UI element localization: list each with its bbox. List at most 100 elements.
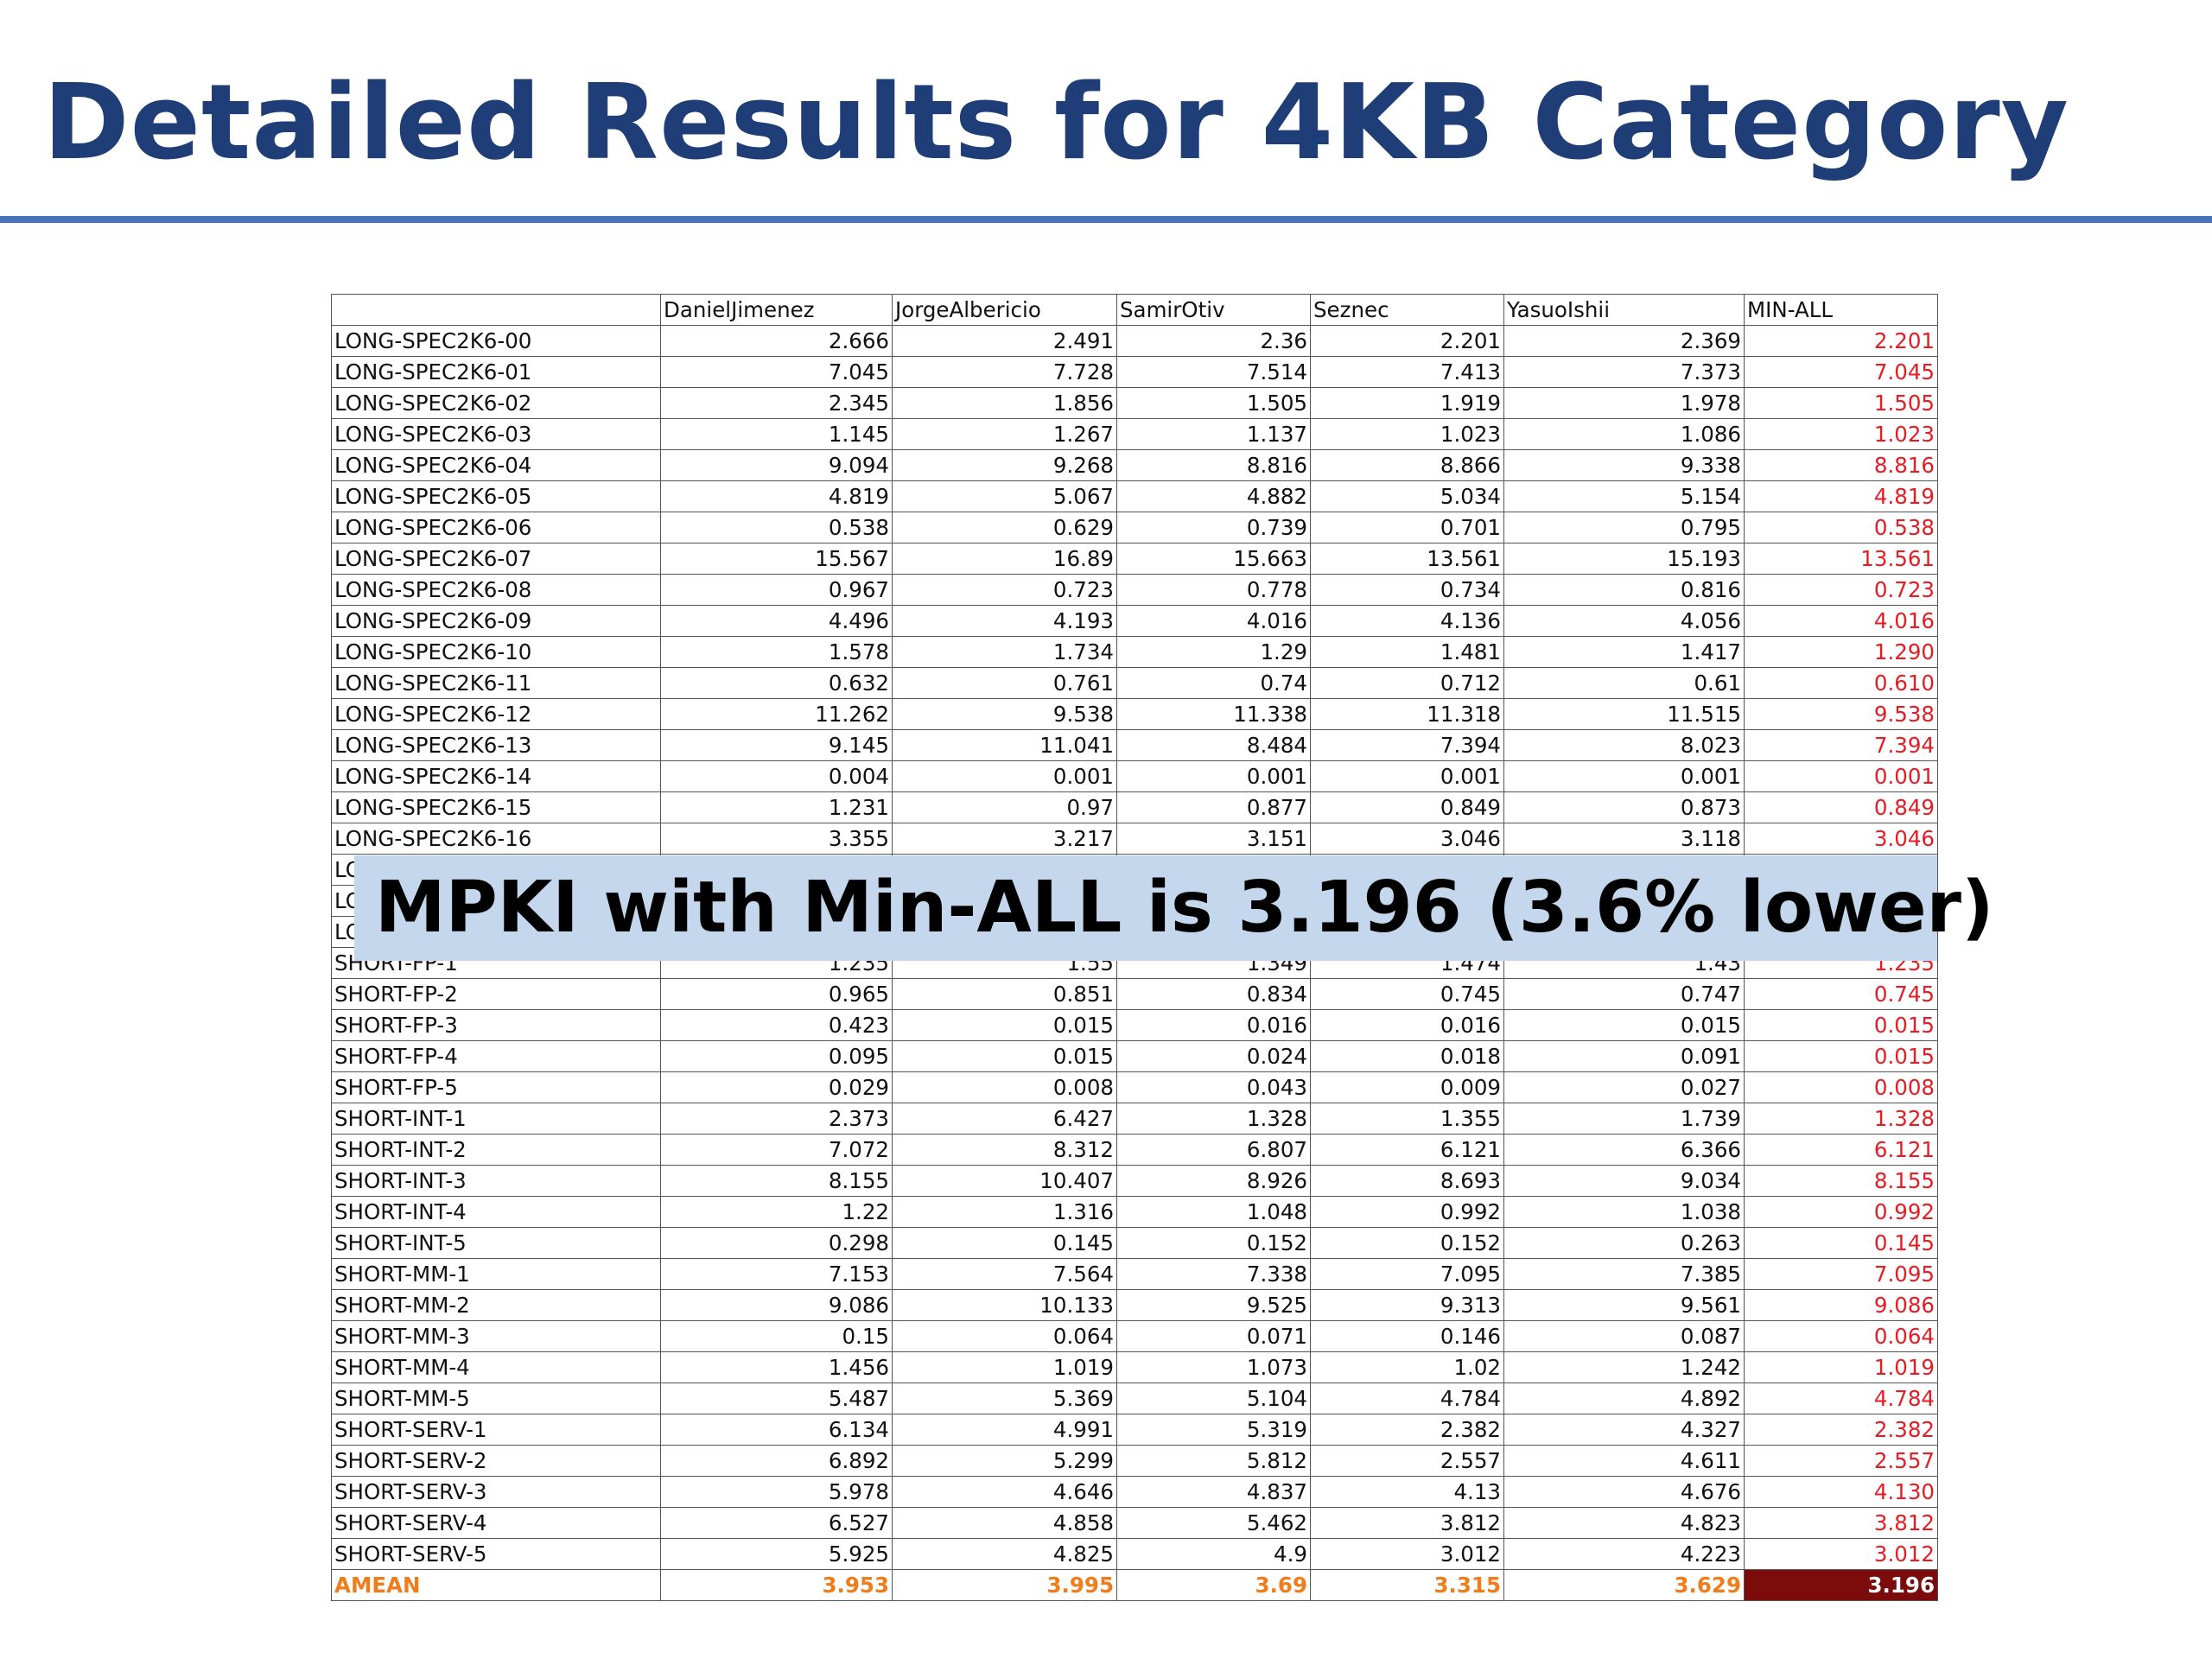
value-cell: 1.145 bbox=[660, 418, 893, 450]
amean-value: 3.953 bbox=[660, 1569, 893, 1601]
table-row: LONG-SPEC2K6-07 15.567 16.89 15.663 13.561 15… bbox=[331, 543, 1938, 575]
table-row: SHORT-INT-2 7.072 8.312 6.807 6.121 6.366 6.12… bbox=[331, 1134, 1938, 1166]
value-cell: 0.009 bbox=[1310, 1071, 1504, 1103]
benchmark-label: SHORT-SERV-3 bbox=[331, 1476, 661, 1508]
benchmark-label: LONG-SPEC2K6-02 bbox=[331, 387, 661, 419]
value-cell: 8.816 bbox=[1116, 449, 1311, 481]
value-cell: 4.9 bbox=[1116, 1538, 1311, 1570]
value-cell: 0.298 bbox=[660, 1227, 893, 1259]
value-cell: 5.462 bbox=[1116, 1507, 1311, 1539]
value-cell: 0.016 bbox=[1116, 1009, 1311, 1041]
benchmark-label: LONG-SPEC2K6-16 bbox=[331, 823, 661, 855]
value-cell: 0.027 bbox=[1503, 1071, 1745, 1103]
value-cell: 0.015 bbox=[892, 1040, 1117, 1072]
value-cell: 1.048 bbox=[1116, 1196, 1311, 1228]
table-body: LONG-SPEC2K6-00 2.666 2.491 2.36 2.201 2.369 2… bbox=[331, 325, 1938, 1570]
value-cell: 0.015 bbox=[892, 1009, 1117, 1041]
title-divider bbox=[0, 216, 2212, 223]
min-all-cell: 0.992 bbox=[1744, 1196, 1938, 1228]
min-all-cell: 4.784 bbox=[1744, 1382, 1938, 1414]
benchmark-label: LONG-SPEC2K6-03 bbox=[331, 418, 661, 450]
value-cell: 11.515 bbox=[1503, 698, 1745, 730]
value-cell: 0.712 bbox=[1310, 667, 1504, 699]
value-cell: 4.327 bbox=[1503, 1414, 1745, 1446]
value-cell: 0.152 bbox=[1116, 1227, 1311, 1259]
value-cell: 7.095 bbox=[1310, 1258, 1504, 1290]
min-all-cell: 3.046 bbox=[1744, 823, 1938, 855]
header-cell-seznec: Seznec bbox=[1310, 294, 1504, 326]
min-all-cell: 8.155 bbox=[1744, 1165, 1938, 1197]
value-cell: 5.369 bbox=[892, 1382, 1117, 1414]
value-cell: 5.319 bbox=[1116, 1414, 1311, 1446]
value-cell: 3.217 bbox=[892, 823, 1117, 855]
value-cell: 15.193 bbox=[1503, 543, 1745, 575]
min-all-cell: 1.019 bbox=[1744, 1351, 1938, 1383]
value-cell: 2.345 bbox=[660, 387, 893, 419]
value-cell: 5.299 bbox=[892, 1445, 1117, 1477]
value-cell: 0.087 bbox=[1503, 1320, 1745, 1352]
header-cell-yasuoishii: YasuoIshii bbox=[1503, 294, 1745, 326]
value-cell: 3.151 bbox=[1116, 823, 1311, 855]
value-cell: 7.728 bbox=[892, 356, 1117, 388]
min-all-cell: 3.812 bbox=[1744, 1507, 1938, 1539]
value-cell: 1.086 bbox=[1503, 418, 1745, 450]
min-all-cell: 4.130 bbox=[1744, 1476, 1938, 1508]
value-cell: 9.086 bbox=[660, 1289, 893, 1321]
table-row: SHORT-INT-4 1.22 1.316 1.048 0.992 1.038 0.992 bbox=[331, 1196, 1938, 1228]
value-cell: 0.071 bbox=[1116, 1320, 1311, 1352]
value-cell: 15.567 bbox=[660, 543, 893, 575]
value-cell: 7.385 bbox=[1503, 1258, 1745, 1290]
table-row: SHORT-FP-3 0.423 0.015 0.016 0.016 0.015 0.015 bbox=[331, 1009, 1938, 1041]
value-cell: 1.019 bbox=[892, 1351, 1117, 1383]
value-cell: 7.564 bbox=[892, 1258, 1117, 1290]
value-cell: 4.858 bbox=[892, 1507, 1117, 1539]
benchmark-label: SHORT-SERV-4 bbox=[331, 1507, 661, 1539]
min-all-cell: 0.015 bbox=[1744, 1009, 1938, 1041]
value-cell: 9.561 bbox=[1503, 1289, 1745, 1321]
benchmark-label: LONG-SPEC2K6-00 bbox=[331, 325, 661, 357]
value-cell: 1.073 bbox=[1116, 1351, 1311, 1383]
value-cell: 11.338 bbox=[1116, 698, 1311, 730]
benchmark-label: SHORT-INT-5 bbox=[331, 1227, 661, 1259]
value-cell: 7.394 bbox=[1310, 729, 1504, 761]
table-row: LONG-SPEC2K6-02 2.345 1.856 1.505 1.919 1.978… bbox=[331, 387, 1938, 419]
value-cell: 4.892 bbox=[1503, 1382, 1745, 1414]
value-cell: 5.978 bbox=[660, 1476, 893, 1508]
value-cell: 1.978 bbox=[1503, 387, 1745, 419]
value-cell: 7.045 bbox=[660, 356, 893, 388]
value-cell: 1.267 bbox=[892, 418, 1117, 450]
value-cell: 3.118 bbox=[1503, 823, 1745, 855]
benchmark-label: SHORT-SERV-2 bbox=[331, 1445, 661, 1477]
value-cell: 0.967 bbox=[660, 574, 893, 606]
amean-value: 3.629 bbox=[1503, 1569, 1745, 1601]
table-row: LONG-SPEC2K6-12 11.262 9.538 11.338 11.318 11… bbox=[331, 698, 1938, 730]
value-cell: 6.892 bbox=[660, 1445, 893, 1477]
table-row: SHORT-SERV-2 6.892 5.299 5.812 2.557 4.611 2.5… bbox=[331, 1445, 1938, 1477]
benchmark-label: SHORT-FP-2 bbox=[331, 978, 661, 1010]
value-cell: 1.137 bbox=[1116, 418, 1311, 450]
benchmark-label: SHORT-MM-3 bbox=[331, 1320, 661, 1352]
value-cell: 0.146 bbox=[1310, 1320, 1504, 1352]
header-cell-min-all: MIN-ALL bbox=[1744, 294, 1938, 326]
value-cell: 0.851 bbox=[892, 978, 1117, 1010]
value-cell: 2.369 bbox=[1503, 325, 1745, 357]
table-row: SHORT-SERV-3 5.978 4.646 4.837 4.13 4.676 4.13… bbox=[331, 1476, 1938, 1508]
value-cell: 4.646 bbox=[892, 1476, 1117, 1508]
benchmark-label: SHORT-INT-2 bbox=[331, 1134, 661, 1166]
benchmark-label: LONG-SPEC2K6-04 bbox=[331, 449, 661, 481]
benchmark-label: SHORT-INT-4 bbox=[331, 1196, 661, 1228]
value-cell: 0.778 bbox=[1116, 574, 1311, 606]
amean-value: 3.315 bbox=[1310, 1569, 1504, 1601]
value-cell: 0.095 bbox=[660, 1040, 893, 1072]
benchmark-label: SHORT-INT-1 bbox=[331, 1103, 661, 1135]
table-row: SHORT-SERV-5 5.925 4.825 4.9 3.012 4.223 3.012 bbox=[331, 1538, 1938, 1570]
value-cell: 4.784 bbox=[1310, 1382, 1504, 1414]
value-cell: 3.812 bbox=[1310, 1507, 1504, 1539]
table-row: LONG-SPEC2K6-11 0.632 0.761 0.74 0.712 0.61 0.… bbox=[331, 667, 1938, 699]
table-row: LONG-SPEC2K6-09 4.496 4.193 4.016 4.136 4.056… bbox=[331, 605, 1938, 637]
value-cell: 4.193 bbox=[892, 605, 1117, 637]
value-cell: 6.121 bbox=[1310, 1134, 1504, 1166]
table-row: SHORT-MM-3 0.15 0.064 0.071 0.146 0.087 0.064 bbox=[331, 1320, 1938, 1352]
value-cell: 7.413 bbox=[1310, 356, 1504, 388]
value-cell: 7.153 bbox=[660, 1258, 893, 1290]
